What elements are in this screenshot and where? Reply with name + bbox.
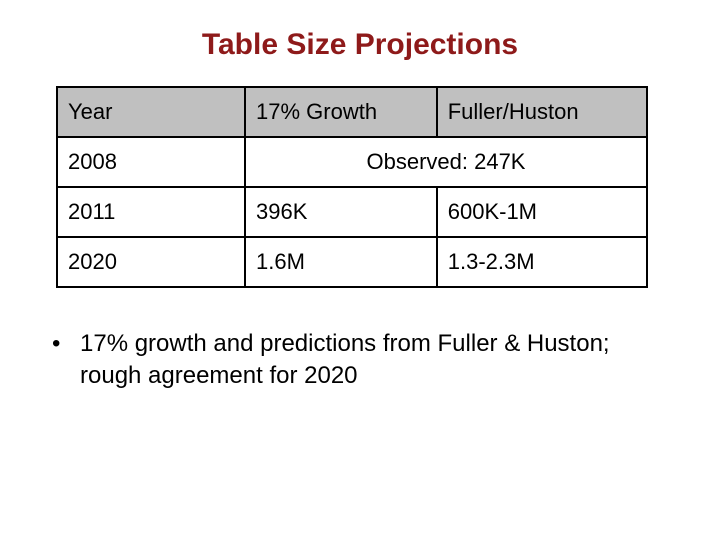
table-row: 2020 1.6M 1.3-2.3M: [57, 237, 647, 287]
bullet-dot-icon: •: [52, 328, 80, 360]
projections-table: Year 17% Growth Fuller/Huston 2008 Obser…: [56, 86, 648, 288]
table-row: 2008 Observed: 247K: [57, 137, 647, 187]
cell-fuller-huston: 1.3-2.3M: [437, 237, 647, 287]
cell-year: 2008: [57, 137, 245, 187]
col-header-growth17: 17% Growth: [245, 87, 437, 137]
bullet-item: • 17% growth and predictions from Fuller…: [52, 328, 660, 393]
col-header-year: Year: [57, 87, 245, 137]
slide: Table Size Projections Year 17% Growth F…: [0, 0, 720, 540]
slide-title: Table Size Projections: [0, 0, 720, 86]
table-row: 2011 396K 600K-1M: [57, 187, 647, 237]
bullet-list: • 17% growth and predictions from Fuller…: [52, 328, 660, 393]
col-header-fuller-huston: Fuller/Huston: [437, 87, 647, 137]
cell-growth17: 396K: [245, 187, 437, 237]
bullet-text: 17% growth and predictions from Fuller &…: [80, 328, 660, 393]
cell-year: 2011: [57, 187, 245, 237]
cell-growth17: 1.6M: [245, 237, 437, 287]
cell-fuller-huston: 600K-1M: [437, 187, 647, 237]
table-header-row: Year 17% Growth Fuller/Huston: [57, 87, 647, 137]
cell-year: 2020: [57, 237, 245, 287]
cell-observed-merged: Observed: 247K: [245, 137, 647, 187]
